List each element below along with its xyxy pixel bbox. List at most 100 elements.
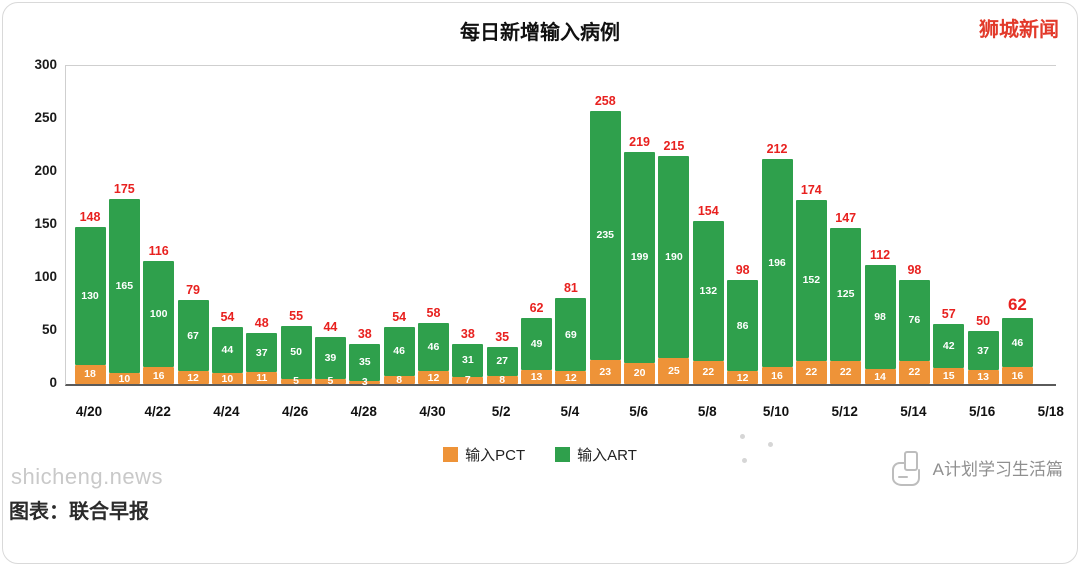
bar-21: 196 16 212	[761, 142, 793, 384]
bar-value-art: 27	[496, 355, 509, 368]
bar-value-pct: 5	[327, 375, 334, 388]
decorative-dot	[740, 434, 745, 439]
bar-value-art: 69	[565, 328, 577, 341]
bar-value-art: 31	[462, 354, 474, 367]
bar-total-label: 62	[529, 301, 544, 316]
bar-total-label: 57	[941, 306, 956, 321]
bar-value-pct: 22	[805, 366, 818, 379]
bar-10: 46 8 54	[383, 310, 415, 386]
legend-swatch	[443, 447, 459, 462]
bar-value-art: 165	[115, 279, 134, 292]
bar-17: 199 20 219	[624, 135, 656, 384]
bar-segment-pct: 14	[864, 369, 896, 384]
x-tick-label: 5/14	[900, 404, 927, 419]
bar-value-pct: 16	[1011, 369, 1024, 382]
bar-total-label: 81	[563, 281, 578, 296]
bar-value-art: 67	[187, 329, 199, 342]
bar-segment-pct: 18	[74, 364, 106, 384]
bar-20: 86 12 98	[727, 263, 759, 384]
bar-segment-art: 98	[864, 265, 896, 370]
bar-total-label: 35	[495, 329, 510, 344]
bar-value-art: 125	[836, 288, 855, 301]
bar-value-pct: 23	[599, 365, 612, 378]
bar-12: 31 7 38	[452, 327, 484, 387]
bar-segment-art: 46	[383, 326, 415, 376]
bar-25: 76 22 98	[898, 263, 930, 384]
bar-total-label: 174	[800, 182, 822, 197]
bar-total-label: 54	[220, 309, 235, 324]
bar-total-label: 58	[426, 305, 441, 320]
bar-segment-art: 235	[589, 110, 621, 360]
bar-value-art: 39	[324, 352, 337, 365]
bar-segment-art: 46	[1001, 318, 1033, 368]
bar-total-label: 258	[594, 93, 616, 108]
bar-7: 50 5 55	[280, 309, 312, 387]
bar-value-art: 130	[81, 290, 99, 303]
bar-5: 44 10 54	[211, 310, 243, 384]
bar-value-pct: 25	[668, 364, 680, 377]
bar-value-art: 46	[393, 345, 405, 358]
x-tick-label: 5/8	[697, 404, 717, 419]
x-tick-label: 4/22	[144, 404, 171, 419]
bar-total-label: 38	[460, 326, 475, 341]
bar-value-pct: 8	[396, 373, 403, 386]
bar-value-pct: 10	[118, 372, 131, 385]
bar-total-label: 175	[113, 181, 135, 196]
bar-value-art: 100	[149, 308, 168, 321]
bar-segment-pct: 22	[830, 360, 862, 384]
bar-segment-art: 42	[933, 323, 965, 369]
bar-total-label: 54	[392, 309, 407, 324]
bar-segment-art: 196	[761, 159, 793, 368]
bar-value-art: 49	[530, 338, 543, 351]
bar-value-pct: 18	[84, 368, 96, 381]
bar-value-pct: 7	[464, 374, 471, 387]
legend: 输入PCT 输入ART	[3, 444, 1077, 465]
bar-1: 130 18 148	[74, 210, 106, 384]
bar-segment-art: 44	[211, 326, 243, 374]
bar-value-art: 190	[665, 250, 683, 263]
bar-segment-pct: 11	[246, 372, 278, 384]
x-tick-label: 4/28	[350, 404, 377, 419]
bar-value-art: 37	[977, 344, 989, 357]
bar-segment-pct: 3	[349, 377, 381, 388]
bar-value-art: 37	[255, 346, 268, 359]
bar-total-label: 79	[186, 283, 200, 298]
bar-segment-art: 46	[418, 322, 449, 372]
bar-segment-pct: 7	[452, 374, 484, 387]
bar-segment-art: 199	[624, 151, 656, 363]
chart-title: 每日新增输入病例	[460, 22, 620, 44]
bar-segment-pct: 16	[761, 367, 793, 384]
bar-26: 42 15 57	[933, 307, 965, 384]
bar-14: 49 13 62	[521, 301, 553, 384]
bar-segment-pct: 16	[1001, 367, 1033, 384]
bar-24: 98 14 112	[864, 248, 896, 384]
bar-total-label: 50	[976, 314, 991, 328]
bar-13: 27 8 35	[486, 330, 518, 385]
bar-segment-pct: 12	[727, 371, 759, 384]
bar-value-pct: 13	[977, 371, 989, 384]
bar-value-pct: 12	[187, 371, 199, 384]
bar-value-art: 76	[908, 314, 921, 327]
site-watermark-topright: 狮城新闻	[979, 19, 1059, 41]
bar-8: 39 5 44	[314, 320, 346, 388]
x-tick-label: 5/10	[762, 404, 790, 419]
bar-4: 67 12 79	[177, 283, 209, 384]
x-tick-label: 4/26	[281, 404, 309, 419]
bar-total-label: 219	[629, 134, 651, 149]
x-tick-label: 5/4	[560, 404, 580, 419]
bar-value-pct: 22	[702, 366, 715, 379]
x-tick-label: 5/16	[968, 404, 996, 419]
bar-total-label: 154	[697, 203, 719, 218]
bar-total-label: 98	[907, 263, 922, 278]
bar-value-pct: 14	[874, 370, 886, 383]
bar-segment-art: 165	[108, 198, 140, 374]
watermark-shicheng: shicheng.news	[11, 464, 164, 489]
decorative-dot	[742, 458, 747, 463]
bar-total-label: 112	[869, 248, 891, 263]
x-tick-label: 4/20	[75, 404, 103, 419]
bar-total-label: 38	[357, 326, 372, 341]
bar-2: 165 10 175	[108, 182, 140, 385]
y-tick-label: 250	[34, 110, 57, 125]
plot-area: 130 18 148 165 10 175 100 16 116 67 12 79 44 10 54 37 11…	[65, 65, 1056, 388]
bar-value-art: 235	[596, 229, 615, 242]
